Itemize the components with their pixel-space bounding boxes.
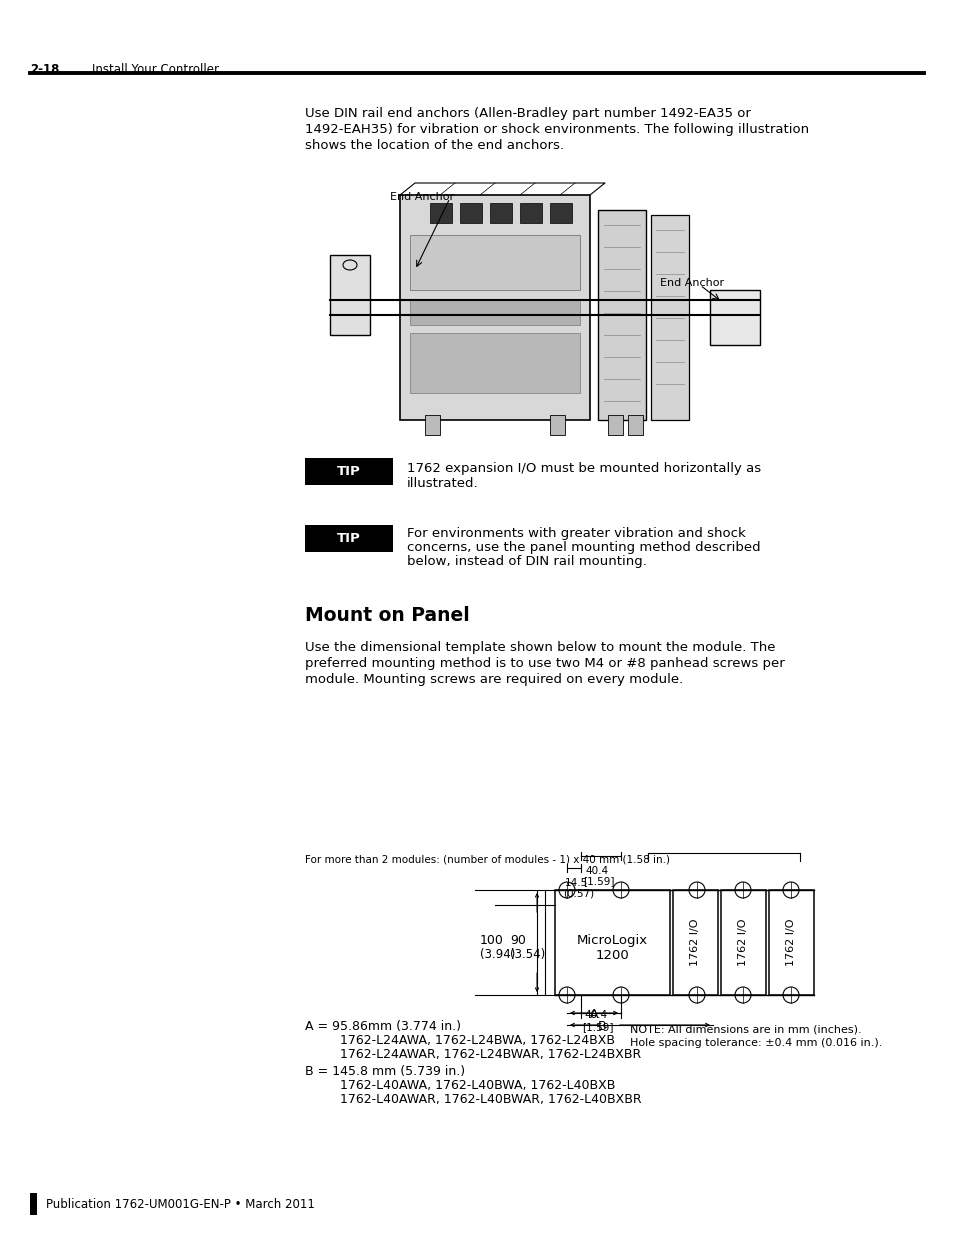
Bar bbox=[330, 254, 370, 335]
Text: [1.59]: [1.59] bbox=[582, 876, 614, 885]
Text: 2-18: 2-18 bbox=[30, 63, 59, 77]
Bar bbox=[672, 890, 718, 995]
Bar bbox=[598, 210, 645, 420]
Text: Publication 1762-UM001G-EN-P • March 2011: Publication 1762-UM001G-EN-P • March 201… bbox=[46, 1198, 314, 1212]
Bar bbox=[627, 415, 642, 435]
Text: preferred mounting method is to use two M4 or #8 panhead screws per: preferred mounting method is to use two … bbox=[305, 657, 784, 671]
Text: 90: 90 bbox=[510, 934, 525, 947]
Text: 1762-L40AWAR, 1762-L40BWAR, 1762-L40BXBR: 1762-L40AWAR, 1762-L40BWAR, 1762-L40BXBR bbox=[339, 1093, 641, 1107]
Text: 1762-L40AWA, 1762-L40BWA, 1762-L40BXB: 1762-L40AWA, 1762-L40BWA, 1762-L40BXB bbox=[339, 1079, 615, 1092]
Text: (3.54): (3.54) bbox=[510, 948, 545, 961]
Text: Hole spacing tolerance: ±0.4 mm (0.016 in.).: Hole spacing tolerance: ±0.4 mm (0.016 i… bbox=[629, 1037, 882, 1049]
Bar bbox=[424, 415, 439, 435]
Text: [1.59]: [1.59] bbox=[581, 1023, 613, 1032]
Bar bbox=[519, 203, 541, 224]
Text: 100: 100 bbox=[479, 934, 503, 947]
Text: Use DIN rail end anchors (Allen-Bradley part number 1492-EA35 or: Use DIN rail end anchors (Allen-Bradley … bbox=[305, 107, 750, 120]
Bar bbox=[410, 300, 579, 325]
Bar bbox=[410, 235, 579, 290]
Bar bbox=[709, 290, 760, 345]
Text: A = 95.86mm (3.774 in.): A = 95.86mm (3.774 in.) bbox=[305, 1020, 460, 1032]
Bar bbox=[30, 1193, 37, 1215]
Text: 1762-L24AWA, 1762-L24BWA, 1762-L24BXB: 1762-L24AWA, 1762-L24BWA, 1762-L24BXB bbox=[339, 1034, 615, 1047]
Bar bbox=[650, 215, 688, 420]
Text: Mount on Panel: Mount on Panel bbox=[305, 606, 469, 625]
Text: TIP: TIP bbox=[336, 532, 360, 545]
Bar bbox=[550, 415, 564, 435]
Text: 1762 I/O: 1762 I/O bbox=[690, 919, 700, 966]
Bar bbox=[430, 203, 452, 224]
Bar bbox=[720, 890, 765, 995]
Bar bbox=[490, 203, 512, 224]
Text: Use the dimensional template shown below to mount the module. The: Use the dimensional template shown below… bbox=[305, 641, 775, 655]
Bar bbox=[305, 525, 393, 552]
Text: 1762-L24AWAR, 1762-L24BWAR, 1762-L24BXBR: 1762-L24AWAR, 1762-L24BWAR, 1762-L24BXBR bbox=[339, 1049, 640, 1061]
Bar bbox=[410, 333, 579, 393]
Text: For more than 2 modules: (number of modules - 1) x 40 mm (1.58 in.): For more than 2 modules: (number of modu… bbox=[305, 855, 669, 864]
Bar bbox=[768, 890, 813, 995]
Bar bbox=[459, 203, 481, 224]
Text: End Anchor: End Anchor bbox=[659, 278, 723, 288]
Text: module. Mounting screws are required on every module.: module. Mounting screws are required on … bbox=[305, 673, 682, 685]
Bar bbox=[555, 890, 669, 995]
Text: concerns, use the panel mounting method described: concerns, use the panel mounting method … bbox=[407, 541, 760, 555]
Text: Install Your Controller: Install Your Controller bbox=[91, 63, 219, 77]
Text: For environments with greater vibration and shock: For environments with greater vibration … bbox=[407, 527, 745, 540]
Text: TIP: TIP bbox=[336, 466, 360, 478]
Text: 40.4: 40.4 bbox=[583, 1010, 606, 1020]
Text: B: B bbox=[598, 1020, 606, 1032]
Text: (3.94): (3.94) bbox=[479, 948, 515, 961]
Text: 1762 I/O: 1762 I/O bbox=[738, 919, 748, 966]
Text: 1492-EAH35) for vibration or shock environments. The following illustration: 1492-EAH35) for vibration or shock envir… bbox=[305, 124, 808, 136]
Text: End Anchor: End Anchor bbox=[390, 191, 454, 203]
Bar bbox=[550, 203, 572, 224]
Text: 40.4: 40.4 bbox=[584, 866, 607, 876]
Bar bbox=[305, 458, 393, 485]
Text: 1762 I/O: 1762 I/O bbox=[785, 919, 796, 966]
Text: (0.57): (0.57) bbox=[562, 888, 594, 898]
Text: B = 145.8 mm (5.739 in.): B = 145.8 mm (5.739 in.) bbox=[305, 1065, 465, 1078]
Text: MicroLogix
1200: MicroLogix 1200 bbox=[576, 934, 647, 962]
Text: below, instead of DIN rail mounting.: below, instead of DIN rail mounting. bbox=[407, 555, 646, 568]
Bar bbox=[399, 195, 589, 420]
Text: 1762 expansion I/O must be mounted horizontally as: 1762 expansion I/O must be mounted horiz… bbox=[407, 462, 760, 475]
Bar bbox=[607, 415, 622, 435]
Text: illustrated.: illustrated. bbox=[407, 477, 478, 490]
Text: shows the location of the end anchors.: shows the location of the end anchors. bbox=[305, 140, 563, 152]
Text: NOTE: All dimensions are in mm (inches).: NOTE: All dimensions are in mm (inches). bbox=[629, 1025, 861, 1035]
Text: A: A bbox=[589, 1008, 598, 1021]
Text: 14.5: 14.5 bbox=[564, 878, 588, 888]
